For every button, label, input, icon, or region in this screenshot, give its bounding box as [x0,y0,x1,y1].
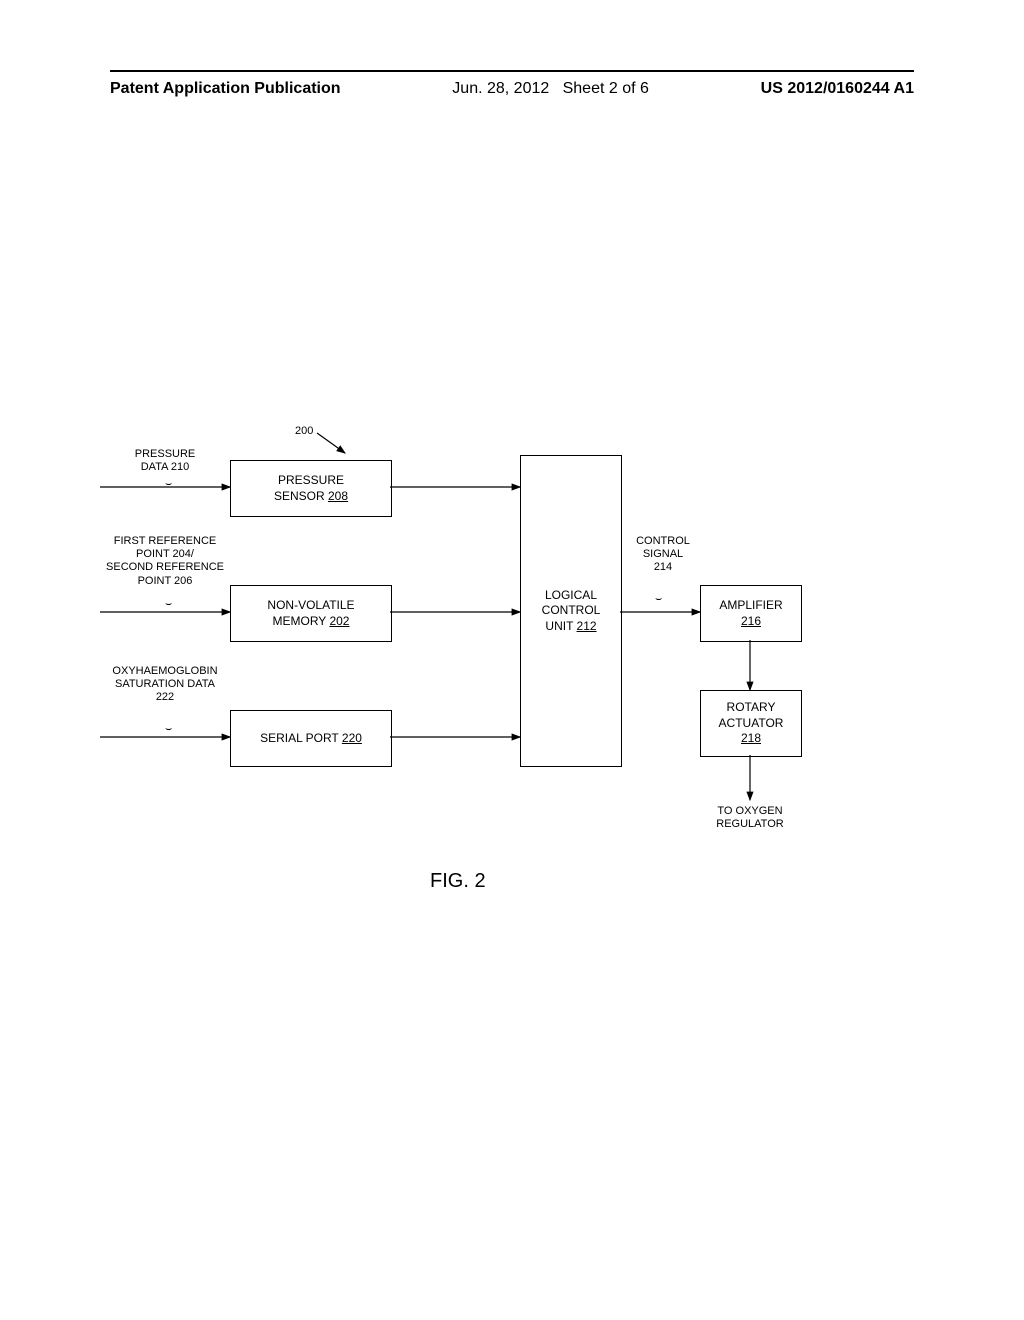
figure-label: FIG. 2 [430,870,486,893]
header-left: Patent Application Publication [110,80,341,98]
connectors [120,420,900,880]
block-diagram: 200 PRESSUREDATA 210 ⌣ FIRST REFERENCEPO… [120,420,900,880]
header-sheet: Sheet 2 of 6 [563,80,649,97]
header-rule [110,70,914,72]
header-right: US 2012/0160244 A1 [761,80,914,98]
header-mid: Jun. 28, 2012 Sheet 2 of 6 [452,80,649,98]
page-header: Patent Application Publication Jun. 28, … [110,80,914,98]
header-date: Jun. 28, 2012 [452,80,549,97]
